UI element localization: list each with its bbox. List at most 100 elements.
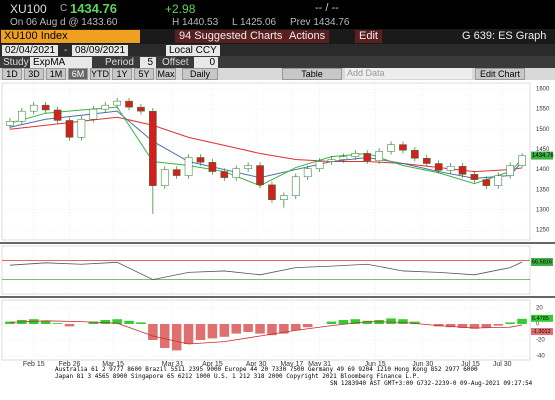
- start-date[interactable]: 02/04/2021: [2, 45, 59, 56]
- candle-body: [41, 104, 50, 111]
- x-tick-label: May 17: [280, 361, 303, 366]
- add-data[interactable]: Add Data: [345, 68, 472, 79]
- rsi-line: [9, 261, 523, 281]
- end-date[interactable]: 08/09/2021: [72, 45, 129, 56]
- moving-average: [9, 106, 523, 187]
- y-tick-label: 1500: [536, 127, 550, 133]
- moving-average: [9, 110, 523, 179]
- macd-bar: [231, 324, 241, 334]
- macd-bar: [40, 320, 51, 324]
- candle-body: [101, 104, 110, 110]
- candle-body: [53, 109, 62, 121]
- candle-body: [244, 165, 252, 169]
- macd-bar: [326, 321, 337, 324]
- y-tick-label: -40: [536, 354, 545, 360]
- rsi-tag-label: 66.5816: [532, 259, 552, 265]
- last-label: C: [60, 3, 68, 14]
- moving-average: [9, 116, 523, 173]
- macd-bar: [195, 324, 206, 340]
- candle-body: [280, 195, 288, 200]
- panel: [1, 299, 531, 361]
- macd-bar: [517, 318, 527, 324]
- candle-body: [184, 157, 193, 176]
- table-button[interactable]: Table: [282, 68, 342, 80]
- frequency[interactable]: Daily: [182, 68, 218, 80]
- candle-body: [482, 179, 491, 186]
- candle-body: [29, 104, 38, 112]
- macd-bar: [469, 324, 480, 329]
- range-bar: 1D 3D 1M 6M YTD 1Y 5Y Max Daily Table Add Data …: [0, 68, 555, 80]
- macd-bar: [279, 324, 289, 334]
- detail-bar: On 06 Aug d @ 1433.60 H 1440.53 L 1425.0…: [0, 16, 555, 29]
- candle-body: [196, 157, 205, 163]
- study-field[interactable]: ExpMA: [30, 57, 92, 68]
- x-tick-label: Mar 15: [102, 361, 124, 366]
- range-button[interactable]: YTD: [90, 68, 110, 80]
- bid-ask: -- / --: [315, 2, 339, 14]
- candle-body: [458, 166, 467, 175]
- candle-body: [446, 166, 455, 171]
- range-button[interactable]: 1M: [46, 68, 66, 80]
- macd-bar: [445, 324, 456, 328]
- x-tick-label: Feb 15: [23, 361, 45, 366]
- candle-body: [327, 159, 336, 162]
- x-tick-label: Jun 15: [365, 361, 386, 366]
- suggested-charts[interactable]: 94 Suggested Charts: [175, 30, 287, 43]
- range-button[interactable]: Max: [156, 68, 176, 80]
- macd-bar: [243, 324, 253, 332]
- candle-body: [268, 184, 276, 200]
- range-button[interactable]: 1D: [2, 68, 22, 80]
- macd-bar: [148, 324, 158, 340]
- y-tick-label: 1600: [536, 87, 550, 93]
- footer-line: Australia 61 2 9777 8600 Brazil 5511 239…: [55, 366, 478, 373]
- macd-bar: [386, 318, 396, 324]
- price-tag: [531, 151, 553, 160]
- quote-bar: XU100 C 1434.76 +2.98 -- / --: [0, 0, 555, 16]
- security-field[interactable]: XU100 Index: [1, 30, 140, 43]
- y-tick-label: 0: [536, 322, 540, 328]
- candle-body: [387, 144, 395, 152]
- candle-body: [208, 162, 217, 172]
- candle-body: [113, 100, 121, 106]
- candle-body: [315, 161, 324, 169]
- edit-menu[interactable]: Edit: [355, 30, 382, 43]
- x-tick-label: Mar 31: [162, 361, 184, 366]
- change: +2.98: [165, 2, 196, 16]
- signal-tag: [531, 328, 553, 336]
- candle-body: [232, 168, 241, 178]
- range-button[interactable]: 1Y: [112, 68, 132, 80]
- ticker: XU100: [10, 2, 47, 16]
- candle-body: [18, 110, 26, 122]
- macd-bar: [267, 324, 277, 336]
- actions-menu[interactable]: Actions: [285, 30, 330, 43]
- low-detail: L 1425.06: [232, 17, 277, 28]
- range-button[interactable]: 6M: [68, 68, 88, 80]
- macd-bar: [124, 320, 134, 324]
- range-button[interactable]: 3D: [24, 68, 44, 80]
- signal-tag-label: -1.3012: [532, 329, 551, 335]
- date-separator: -: [64, 45, 68, 56]
- macd-bar: [88, 321, 99, 324]
- offset-field[interactable]: 0: [194, 57, 218, 68]
- y-tick-label: 20: [536, 306, 543, 312]
- edit-chart[interactable]: Edit Chart: [475, 68, 525, 80]
- macd-bar: [457, 324, 468, 328]
- range-button[interactable]: 5Y: [134, 68, 154, 80]
- footer-line: SN 1283940 AST GMT+3:00 G732-2239-0 09-A…: [330, 380, 533, 387]
- toolbar: XU100 Index 94 Suggested Charts Actions …: [0, 29, 555, 44]
- period-field[interactable]: 5: [140, 57, 156, 68]
- date-bar: 02/04/2021 - 08/09/2021 Local CCY: [0, 44, 555, 56]
- currency[interactable]: Local CCY: [166, 45, 220, 56]
- offset-label: Offset: [162, 57, 189, 68]
- candle-body: [411, 149, 419, 159]
- panel: [1, 245, 531, 295]
- macd-tag-label: 6.4785: [532, 316, 549, 322]
- y-tick-label: 1400: [536, 167, 550, 173]
- macd-bar: [183, 324, 194, 344]
- macd-bar: [136, 322, 146, 324]
- x-tick-label: Apr 15: [202, 361, 223, 366]
- candle-body: [256, 165, 264, 186]
- study-bar: Study ExpMA Period 5 Offset 0: [0, 56, 555, 68]
- x-tick-label: Jun 30: [412, 361, 433, 366]
